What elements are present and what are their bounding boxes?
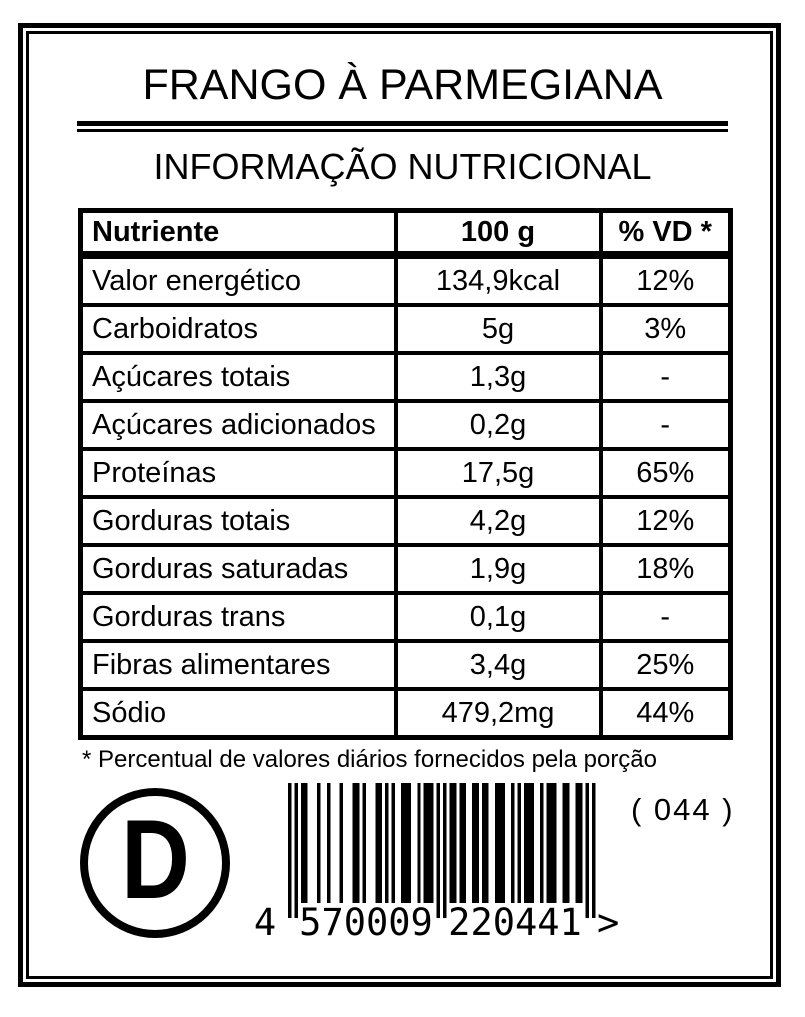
nutrient-name: Carboidratos <box>78 303 398 355</box>
table-row: Açúcares adicionados 0,2g - <box>78 399 733 451</box>
nutrient-amount: 134,9kcal <box>393 253 603 307</box>
nutrient-name: Açúcares adicionados <box>78 399 398 451</box>
nutrient-dv: 12% <box>598 253 733 307</box>
header-dv: % VD * <box>598 208 733 259</box>
nutrient-amount: 1,9g <box>393 543 603 595</box>
ean13-barcode <box>288 783 596 918</box>
nutrient-dv: - <box>598 591 733 643</box>
nutrient-dv: 25% <box>598 639 733 691</box>
header-amount: 100 g <box>393 208 603 259</box>
nutrient-amount: 17,5g <box>393 447 603 499</box>
nutrient-amount: 4,2g <box>393 495 603 547</box>
nutrient-dv: 12% <box>598 495 733 547</box>
table-row: Gorduras saturadas 1,9g 18% <box>78 543 733 595</box>
header-nutrient: Nutriente <box>78 208 398 259</box>
barcode-trailer: > <box>597 901 620 944</box>
nutrient-name: Gorduras saturadas <box>78 543 398 595</box>
nutrition-table: Nutriente 100 g % VD * Valor energético … <box>78 208 733 740</box>
nutrient-dv: 18% <box>598 543 733 595</box>
nutrient-amount: 0,1g <box>393 591 603 643</box>
barcode-digits-right: 220441 <box>448 901 582 944</box>
d-stamp-letter: D <box>120 797 190 922</box>
table-row: Gorduras totais 4,2g 12% <box>78 495 733 547</box>
table-row: Fibras alimentares 3,4g 25% <box>78 639 733 691</box>
nutrient-dv: 3% <box>598 303 733 355</box>
nutrient-name: Açúcares totais <box>78 351 398 403</box>
table-row: Sódio 479,2mg 44% <box>78 687 733 740</box>
nutrient-amount: 1,3g <box>393 351 603 403</box>
table-row: Carboidratos 5g 3% <box>78 303 733 355</box>
nutrient-name: Valor energético <box>78 253 398 307</box>
nutrient-name: Gorduras trans <box>78 591 398 643</box>
nutrient-name: Sódio <box>78 687 398 740</box>
nutrient-name: Proteínas <box>78 447 398 499</box>
d-stamp-circle: D <box>80 788 230 938</box>
title-divider <box>77 121 728 132</box>
nutrient-amount: 3,4g <box>393 639 603 691</box>
nutrient-dv: - <box>598 399 733 451</box>
counter-badge: ( 044 ) <box>631 792 735 827</box>
table-row: Açúcares totais 1,3g - <box>78 351 733 403</box>
nutrient-amount: 479,2mg <box>393 687 603 740</box>
nutrient-dv: - <box>598 351 733 403</box>
nutrient-amount: 5g <box>393 303 603 355</box>
label-outer-frame <box>18 23 781 987</box>
barcode-digit-first: 4 <box>253 901 277 944</box>
table-row: Valor energético 134,9kcal 12% <box>78 253 733 307</box>
nutrient-dv: 65% <box>598 447 733 499</box>
nutrient-dv: 44% <box>598 687 733 740</box>
table-header-row: Nutriente 100 g % VD * <box>78 208 733 259</box>
nutrient-name: Gorduras totais <box>78 495 398 547</box>
table-row: Proteínas 17,5g 65% <box>78 447 733 499</box>
nutrient-amount: 0,2g <box>393 399 603 451</box>
table-row: Gorduras trans 0,1g - <box>78 591 733 643</box>
barcode-digits-left: 570009 <box>299 901 433 944</box>
nutrient-name: Fibras alimentares <box>78 639 398 691</box>
label-inner-frame <box>26 31 773 979</box>
nutrition-heading: INFORMAÇÃO NUTRICIONAL <box>153 146 652 187</box>
product-title: FRANGO À PARMEGIANA <box>142 61 663 109</box>
daily-value-footnote: * Percentual de valores diários fornecid… <box>82 746 658 773</box>
